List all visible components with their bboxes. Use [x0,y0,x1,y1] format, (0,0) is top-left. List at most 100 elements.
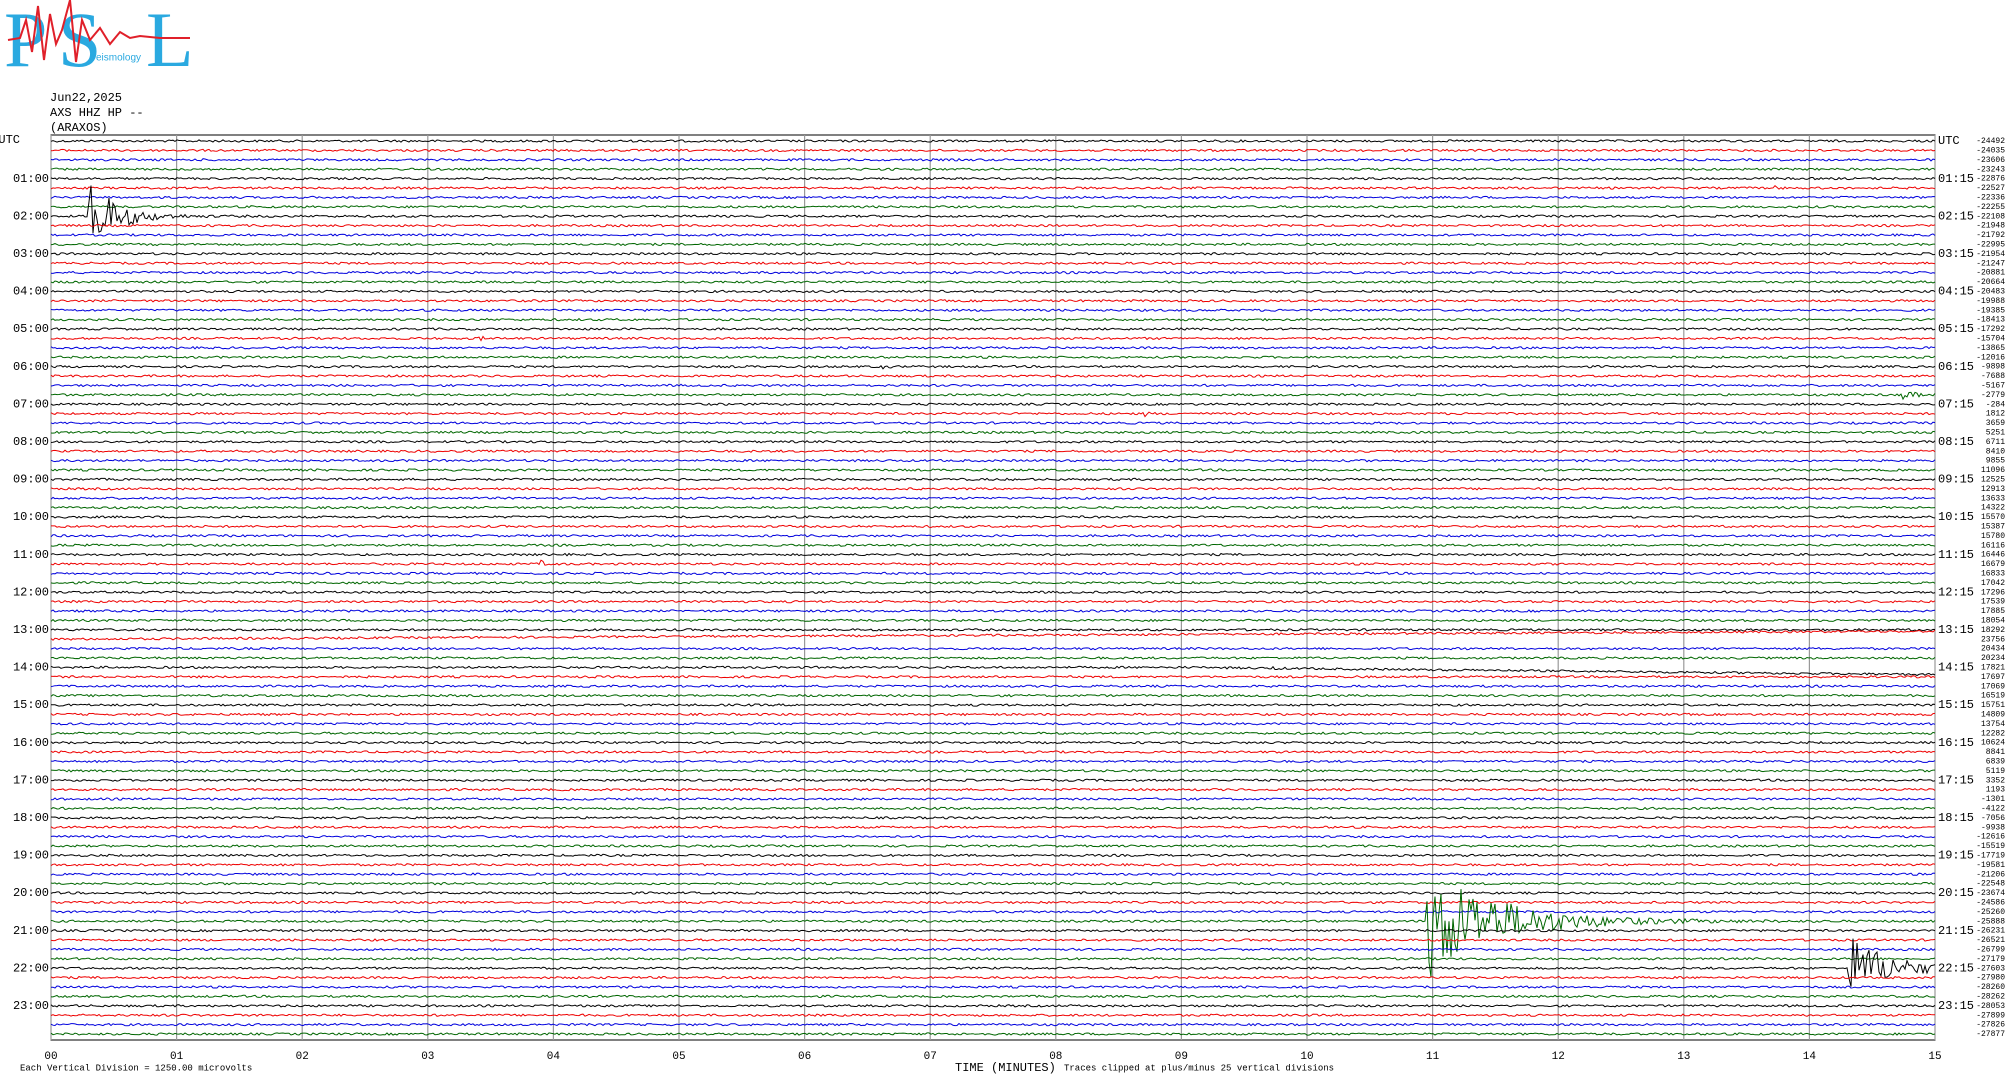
trace [50,252,1936,256]
left-time-label: 03:00 [13,247,49,261]
trace [50,439,1936,444]
trace-offset: 17885 [1981,607,2005,616]
trace [50,618,1936,623]
x-tick-label: 01 [170,1051,184,1063]
left-time-label: 20:00 [13,886,49,900]
trace-offset: 1812 [1986,410,2005,419]
trace-offset: 20234 [1981,654,2005,663]
right-time-label: 22:15 [1938,961,1974,975]
trace [50,223,1936,228]
left-time-label: 15:00 [13,698,49,712]
trace-offset: 13754 [1981,720,2005,729]
trace-offset: -23606 [1976,156,2005,165]
left-time-label: 22:00 [13,961,49,975]
left-time-label: 10:00 [13,510,49,524]
trace-offset: -26231 [1976,927,2005,936]
right-time-label: UTC [1938,134,1960,148]
trace-offset: -12616 [1976,833,2005,842]
right-time-label: 19:15 [1938,849,1974,863]
trace [50,571,1936,576]
trace-offset: 17697 [1981,673,2005,682]
trace [50,938,1936,942]
trace [50,148,1936,153]
trace-offset: -24035 [1976,147,2005,156]
trace-offset: -5167 [1981,382,2005,391]
left-time-label: 23:00 [13,999,49,1013]
trace [50,383,1936,388]
trace-offset: -284 [1986,400,2005,409]
trace-offset: -17292 [1976,325,2005,334]
left-time-label: 17:00 [13,773,49,787]
trace [50,1032,1936,1036]
right-time-label: 03:15 [1938,247,1974,261]
trace [50,335,1936,342]
trace [50,900,1936,905]
trace [50,327,1936,331]
x-title: TIME (MINUTES) [955,1061,1056,1075]
trace [50,816,1936,820]
trace [51,994,1936,999]
trace-offset: -21948 [1976,222,2005,231]
trace [50,853,1936,858]
right-time-label: 01:15 [1938,172,1974,186]
trace-offset: -27899 [1976,1011,2005,1020]
x-tick-label: 00 [44,1051,57,1063]
trace-offset: -26521 [1976,936,2005,945]
trace-offset: -23674 [1976,889,2005,898]
right-time-label: 07:15 [1938,397,1974,411]
trace [50,975,1936,980]
trace [50,402,1936,406]
trace [50,656,1936,660]
trace [50,722,1936,726]
trace [50,627,1936,632]
trace-offset: -19385 [1976,306,2005,315]
x-tick-label: 14 [1803,1051,1817,1063]
x-tick-label: 11 [1426,1051,1440,1063]
right-time-label: 11:15 [1938,548,1974,562]
trace [50,862,1936,867]
trace [50,834,1936,839]
trace-offset: -15704 [1976,335,2005,344]
trace [51,956,1936,961]
trace [50,299,1936,303]
trace-offset: -19581 [1976,861,2005,870]
trace [50,590,1936,594]
plot-frame [50,134,1936,1041]
left-time-label: 11:00 [13,548,49,562]
trace [50,167,1936,171]
logo-subtitle: eismology [96,53,141,64]
logo-wave [7,0,190,63]
trace [50,1022,1936,1027]
right-time-label: 14:15 [1938,661,1974,675]
right-time-label: 08:15 [1938,435,1974,449]
trace-offset: 11096 [1981,466,2005,475]
trace-offset: 17539 [1981,598,2005,607]
trace-offset: -21247 [1976,259,2005,268]
trace [50,806,1936,811]
trace [50,477,1936,482]
trace [50,750,1936,754]
trace-offset: -27980 [1976,974,2005,983]
trace [50,985,1936,989]
trace-offset: 6839 [1986,758,2005,767]
trace [50,740,1936,745]
trace [50,552,1936,557]
trace [50,703,1936,707]
trace-offset: 17042 [1981,579,2005,588]
right-time-label: 04:15 [1938,285,1974,299]
right-time-label: 12:15 [1938,585,1974,599]
trace-offset: -17719 [1976,852,2005,861]
trace-offset: -27877 [1976,1030,2005,1039]
trace-offset: 15751 [1981,701,2005,710]
trace [50,825,1936,829]
trace [50,139,1936,143]
trace-offset: -18413 [1976,316,2005,325]
trace-offset: 17069 [1981,682,2005,691]
trace-offset: 5119 [1986,767,2005,776]
trace [50,505,1936,510]
trace [50,233,1936,237]
trace [50,675,1936,679]
trace [50,609,1936,613]
trace [50,580,1936,585]
